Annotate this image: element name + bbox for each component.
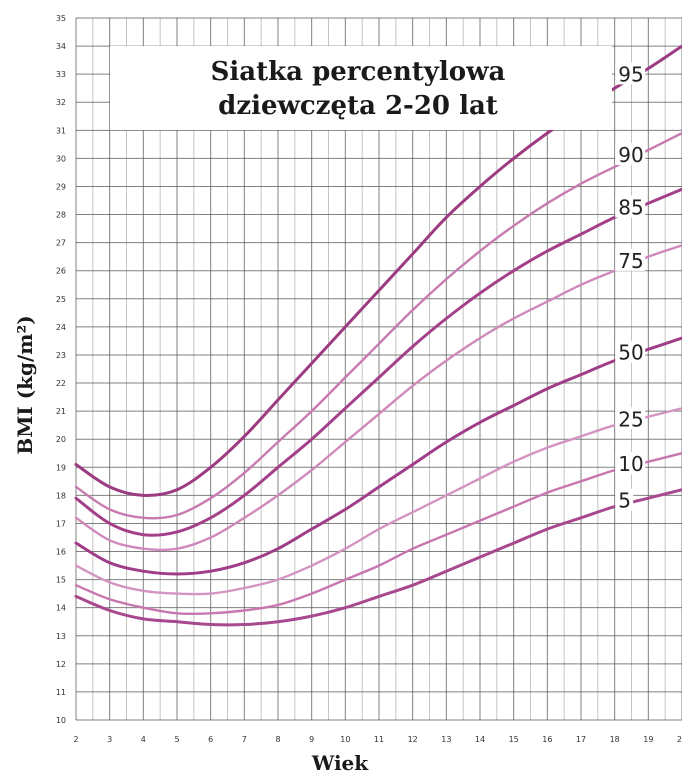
x-tick-label: 6 bbox=[208, 735, 213, 744]
chart-title-line-2: dziewczęta 2-20 lat bbox=[218, 91, 498, 121]
percentile-label-background bbox=[615, 452, 646, 475]
x-tick-label: 16 bbox=[542, 735, 552, 744]
percentile-10-label: 10 bbox=[618, 452, 643, 476]
percentile-25-curve bbox=[74, 407, 682, 596]
y-tick-label: 30 bbox=[56, 154, 66, 163]
title-box: Siatka percentylowa dziewczęta 2-20 lat bbox=[110, 46, 612, 130]
y-tick-label: 13 bbox=[56, 632, 66, 641]
y-tick-label: 31 bbox=[56, 126, 66, 135]
y-tick-label: 22 bbox=[56, 379, 66, 388]
percentile-label-background bbox=[615, 195, 646, 218]
x-tick-label: 14 bbox=[475, 735, 485, 744]
percentile-85-curve bbox=[74, 187, 682, 537]
y-tick-label: 15 bbox=[56, 576, 66, 585]
x-tick-label: 19 bbox=[643, 735, 653, 744]
y-axis-title: BMI (kg/m²) bbox=[13, 315, 37, 454]
y-tick-label: 16 bbox=[56, 548, 66, 557]
x-tick-label: 13 bbox=[441, 735, 451, 744]
y-tick-labels: 10 11 12 13 14 15 16 17 18 19 20 21 22 23 24 25 26 27 28 29… bbox=[56, 14, 66, 725]
x-tick-label: 10 bbox=[340, 735, 350, 744]
y-tick-label: 21 bbox=[56, 407, 66, 416]
percentile-label-background bbox=[615, 488, 634, 511]
y-tick-label: 20 bbox=[56, 435, 66, 444]
x-tick-label: 8 bbox=[275, 735, 280, 744]
x-tick-label: 9 bbox=[309, 735, 314, 744]
percentile-label-background bbox=[615, 62, 646, 85]
percentile-10-curve bbox=[74, 452, 682, 616]
percentile-curves bbox=[74, 44, 682, 627]
percentile-85-label: 85 bbox=[618, 196, 643, 220]
y-tick-label: 24 bbox=[56, 323, 66, 332]
percentile-label-background bbox=[615, 143, 646, 166]
x-tick-label: 12 bbox=[408, 735, 418, 744]
y-tick-label: 26 bbox=[56, 267, 66, 276]
x-tick-label: 17 bbox=[576, 735, 586, 744]
x-tick-label: 2 bbox=[73, 735, 78, 744]
y-tick-label: 28 bbox=[56, 211, 66, 220]
y-tick-label: 34 bbox=[56, 42, 66, 51]
y-tick-label: 12 bbox=[56, 660, 66, 669]
percentile-label-background bbox=[615, 407, 646, 430]
x-tick-label: 5 bbox=[174, 735, 179, 744]
y-tick-label: 10 bbox=[56, 716, 66, 725]
chart-title-line-1: Siatka percentylowa bbox=[211, 57, 506, 87]
x-tick-label: 20 bbox=[677, 735, 682, 744]
x-tick-label: 18 bbox=[610, 735, 620, 744]
y-tick-label: 32 bbox=[56, 98, 66, 107]
percentile-5-label: 5 bbox=[618, 489, 631, 513]
y-tick-label: 14 bbox=[56, 604, 66, 613]
title-background bbox=[110, 46, 612, 130]
y-tick-label: 11 bbox=[56, 688, 66, 697]
x-tick-labels: 2 3 4 5 6 7 8 9 10 11 12 13 14 15 16 17 18 19 20 bbox=[73, 735, 682, 744]
y-tick-label: 17 bbox=[56, 519, 66, 528]
x-tick-label: 11 bbox=[374, 735, 384, 744]
percentile-95-label: 95 bbox=[618, 62, 643, 86]
percentile-25-label: 25 bbox=[618, 407, 643, 431]
percentile-75-curve bbox=[74, 244, 682, 552]
y-tick-label: 35 bbox=[56, 14, 66, 23]
y-tick-label: 25 bbox=[56, 295, 66, 304]
y-tick-label: 18 bbox=[56, 491, 66, 500]
x-tick-label: 4 bbox=[141, 735, 146, 744]
y-tick-label: 19 bbox=[56, 463, 66, 472]
percentile-label-background bbox=[615, 340, 646, 363]
x-tick-label: 7 bbox=[242, 735, 247, 744]
percentile-label-background bbox=[615, 248, 646, 271]
percentile-50-curve bbox=[74, 336, 682, 576]
x-tick-label: 3 bbox=[107, 735, 112, 744]
percentile-labels: 95 90 85 75 50 25 10 5 bbox=[615, 62, 646, 513]
x-tick-label: 15 bbox=[509, 735, 519, 744]
y-tick-label: 33 bbox=[56, 70, 66, 79]
percentile-90-label: 90 bbox=[618, 143, 643, 167]
y-tick-label: 29 bbox=[56, 182, 66, 191]
y-tick-label: 23 bbox=[56, 351, 66, 360]
x-axis-title: Wiek bbox=[311, 751, 369, 775]
percentile-90-curve bbox=[74, 131, 682, 520]
percentile-50-label: 50 bbox=[618, 341, 643, 365]
percentile-75-label: 75 bbox=[618, 249, 643, 273]
percentile-5-curve bbox=[74, 488, 682, 627]
y-tick-label: 27 bbox=[56, 239, 66, 248]
